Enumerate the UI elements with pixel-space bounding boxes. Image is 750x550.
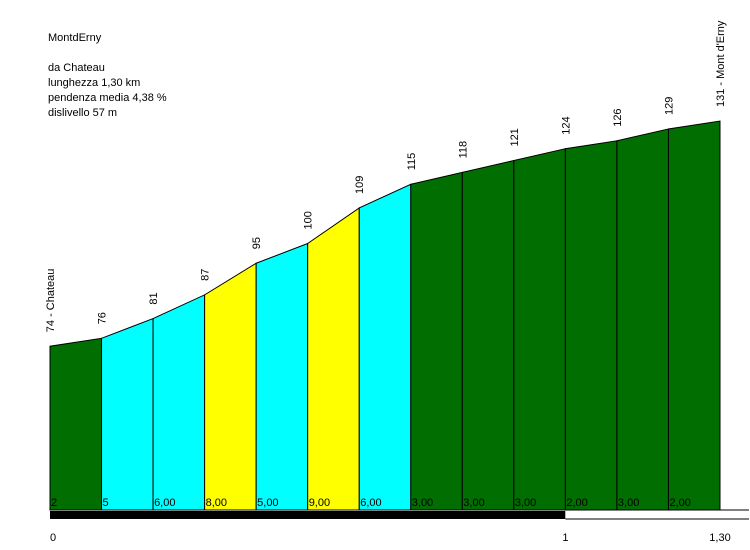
elevation-label: 100: [303, 211, 315, 229]
distance-bar-km-2: [565, 511, 720, 519]
elevation-label: 121: [509, 128, 521, 146]
profile-segment: [667, 120, 721, 511]
profile-segment: [101, 317, 154, 511]
grade-label: 2: [51, 497, 57, 509]
profile-segment: [255, 242, 309, 511]
profile-segment: [410, 171, 463, 511]
x-tick-label: 0: [50, 532, 56, 544]
grade-label: 6,00: [154, 497, 175, 509]
grade-label: 8,00: [206, 497, 227, 509]
climb-info: MontdErny da Chateau lunghezza 1,30 km p…: [48, 31, 167, 121]
profile-segment: [152, 294, 206, 511]
elevation-label: 131 - Mont d'Erny: [715, 20, 727, 107]
profile-segment: [204, 262, 257, 511]
grade-label: 2,00: [669, 497, 690, 509]
elevation-label: 95: [251, 237, 263, 249]
grade-label: 3,00: [463, 497, 484, 509]
elevation-label: 124: [560, 116, 572, 134]
profile-segment: [358, 183, 412, 511]
grade-label: 3,00: [618, 497, 639, 509]
profile-segment: [49, 337, 103, 511]
climb-avg-grade: pendenza media 4,38 %: [48, 92, 167, 104]
elevation-label: 76: [97, 312, 109, 324]
grade-label: 3,00: [515, 497, 536, 509]
elevation-label: 81: [148, 292, 160, 304]
grade-label: 6,00: [360, 497, 381, 509]
distance-bar-km-1: [50, 511, 566, 519]
elevation-labels: 74 - Chateau 76 81 87 95 100 109 115 118 121 124 12…: [45, 20, 727, 332]
climb-elevation-gain: dislivello 57 m: [48, 107, 118, 119]
elevation-label: 74 - Chateau: [45, 269, 57, 333]
grade-label: 5,00: [257, 497, 278, 509]
climb-name: MontdErny: [48, 32, 102, 44]
elevation-label: 126: [612, 108, 624, 126]
x-tick-label: 1,30: [709, 532, 730, 544]
profile-segment: [564, 140, 618, 511]
profile-segment: [616, 128, 669, 511]
profile-segment: [307, 206, 360, 511]
climb-start: da Chateau: [48, 62, 105, 74]
elevation-label: 118: [457, 141, 469, 159]
grade-label: 2,00: [566, 497, 587, 509]
profile-segment: [461, 159, 515, 511]
grade-label: 5: [103, 497, 109, 509]
elevation-label: 115: [406, 153, 418, 171]
grade-label: 3,00: [412, 497, 433, 509]
elevation-label: 109: [354, 176, 366, 194]
profile-segment: [513, 148, 566, 511]
elevation-label: 87: [200, 269, 212, 281]
climb-length: lunghezza 1,30 km: [48, 77, 141, 89]
grade-label: 9,00: [309, 497, 330, 509]
grade-labels: 2 5 6,00 8,00 5,00 9,00 6,00 3,00 3,00 3,00 2,00 3,…: [51, 497, 691, 509]
profile-segments: [49, 120, 721, 511]
distance-axis: 0 1 1,30: [50, 509, 749, 544]
x-tick-label: 1: [562, 532, 568, 544]
elevation-label: 129: [663, 97, 675, 115]
